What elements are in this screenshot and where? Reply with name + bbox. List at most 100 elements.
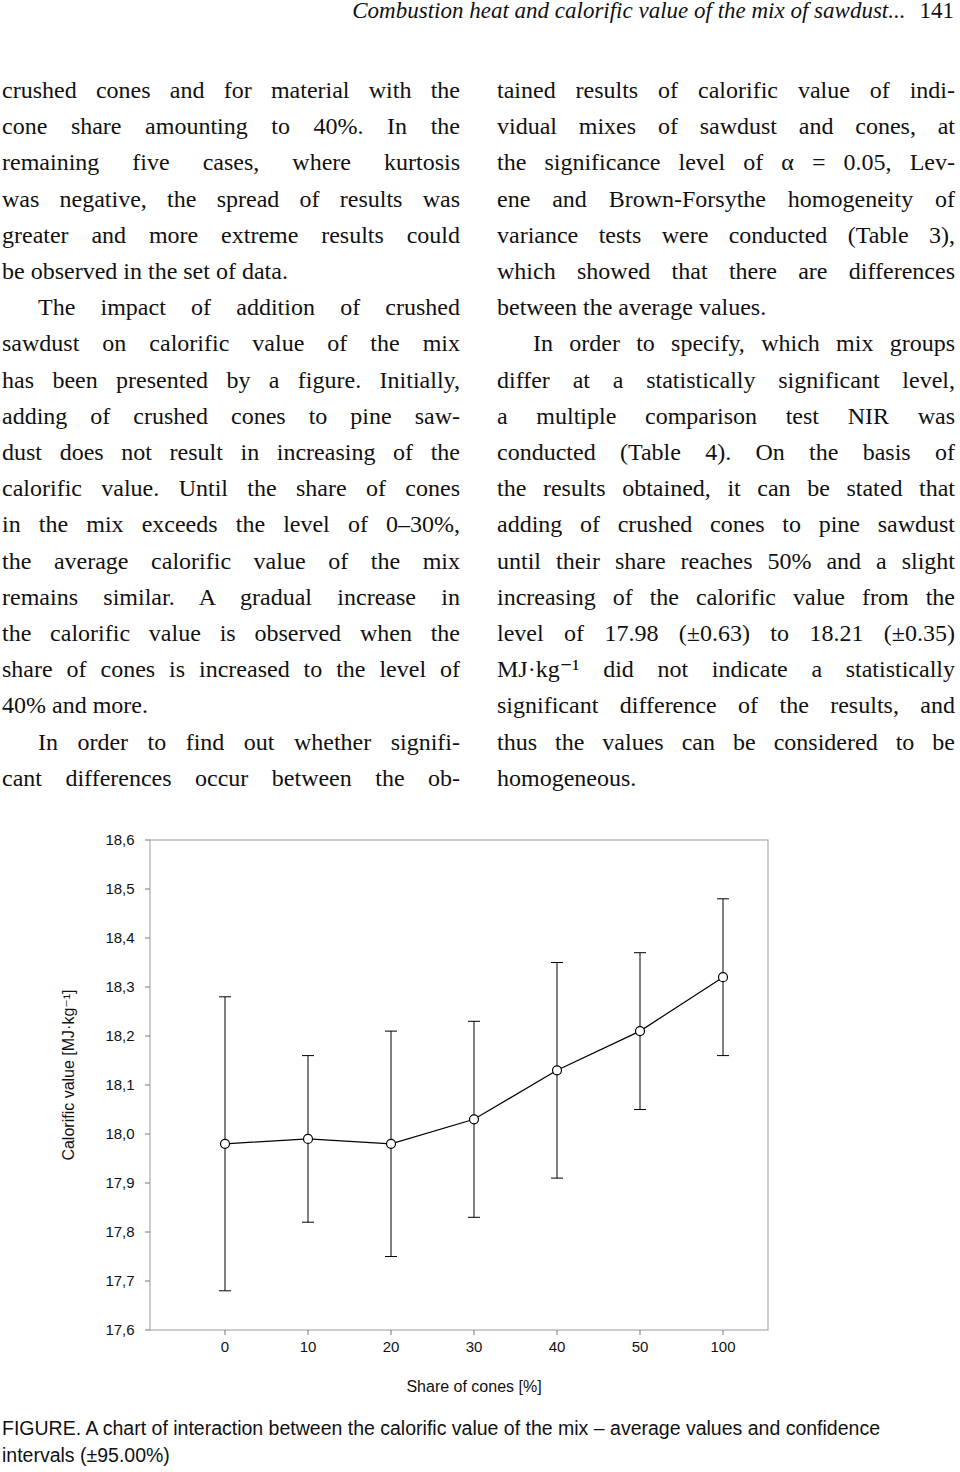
error-cap	[302, 1055, 314, 1056]
text-line: crushed cones and for material with the	[2, 75, 460, 105]
text-line: the results obtained, it can be stated t…	[497, 473, 955, 503]
text-line: be observed in the set of data.	[2, 256, 288, 286]
y-tick-label: 18,5	[105, 880, 134, 897]
error-bar	[302, 1056, 314, 1223]
text-line: adding of crushed cones to pine sawdust	[497, 509, 955, 539]
text-line: In order to find out whether signifi-	[38, 727, 460, 757]
text-line: calorific value. Until the share of cone…	[2, 473, 460, 503]
text-line: adding of crushed cones to pine saw-	[2, 401, 460, 431]
text-line: differ at a statistically significant le…	[497, 365, 955, 395]
text-line: conducted (Table 4). On the basis of	[497, 437, 955, 467]
marker	[636, 1027, 645, 1036]
error-bar	[219, 997, 231, 1291]
x-tick-label: 50	[632, 1338, 649, 1355]
x-tick-label: 10	[300, 1338, 317, 1355]
series-line	[225, 977, 723, 1144]
error-cap	[219, 996, 231, 997]
error-cap	[302, 1222, 314, 1223]
error-cap	[551, 962, 563, 963]
y-tick	[145, 1281, 150, 1282]
error-bar	[551, 963, 563, 1179]
y-tick-label: 18,6	[105, 831, 134, 848]
text-line: was negative, the spread of results was	[2, 184, 460, 214]
y-tick-label: 17,6	[105, 1321, 134, 1338]
error-bar	[634, 953, 646, 1110]
y-tick	[145, 889, 150, 890]
text-line: ene and Brown-Forsythe homogeneity of	[497, 184, 955, 214]
running-title: Combustion heat and calorific value of t…	[352, 0, 905, 24]
plot-frame	[150, 840, 768, 1330]
chart: 17,617,717,817,918,018,118,218,318,418,5…	[0, 0, 960, 1472]
error-cap	[634, 1109, 646, 1110]
text-line: increasing of the calorific value from t…	[497, 582, 955, 612]
error-bar	[468, 1021, 480, 1217]
y-tick-label: 18,1	[105, 1076, 134, 1093]
y-tick	[145, 1085, 150, 1086]
y-tick-label: 18,0	[105, 1125, 134, 1142]
text-line: cant differences occur between the ob-	[2, 763, 460, 793]
x-tick-label: 0	[221, 1338, 229, 1355]
y-tick	[145, 987, 150, 988]
y-tick	[145, 1036, 150, 1037]
marker	[719, 973, 728, 982]
marker	[553, 1066, 562, 1075]
x-tick	[308, 1330, 309, 1335]
text-line: the significance level of α = 0.05, Lev-	[497, 147, 955, 177]
error-bar	[717, 899, 729, 1056]
y-tick	[145, 1330, 150, 1331]
text-line: In order to specify, which mix groups	[533, 328, 955, 358]
text-line: a multiple comparison test NIR was	[497, 401, 955, 431]
text-line: the calorific value is observed when the	[2, 618, 460, 648]
y-tick	[145, 1183, 150, 1184]
plot-marks	[219, 899, 729, 1291]
text-line: cone share amounting to 40%. In the	[2, 111, 460, 141]
text-line: remaining five cases, where kurtosis	[2, 147, 460, 177]
text-line: The impact of addition of crushed	[38, 292, 460, 322]
y-tick	[145, 840, 150, 841]
y-tick-label: 18,4	[105, 929, 134, 946]
text-line: until their share reaches 50% and a slig…	[497, 546, 955, 576]
text-line: sawdust on calorific value of the mix	[2, 328, 460, 358]
x-tick-label: 40	[549, 1338, 566, 1355]
y-tick	[145, 938, 150, 939]
text-line: which showed that there are differences	[497, 256, 955, 286]
x-tick	[474, 1330, 475, 1335]
error-cap	[385, 1256, 397, 1257]
marker	[387, 1139, 396, 1148]
y-axis-title: Calorific value [MJ·kg⁻¹]	[60, 989, 77, 1160]
error-cap	[468, 1217, 480, 1218]
figure-caption: intervals (±95.00%)	[2, 1444, 170, 1467]
x-tick-label: 100	[710, 1338, 735, 1355]
text-line: greater and more extreme results could	[2, 220, 460, 250]
y-tick-label: 18,3	[105, 978, 134, 995]
y-tick	[145, 1134, 150, 1135]
error-cap	[385, 1031, 397, 1032]
x-tick	[557, 1330, 558, 1335]
x-tick	[640, 1330, 641, 1335]
x-tick	[723, 1330, 724, 1335]
y-tick-label: 17,7	[105, 1272, 134, 1289]
text-line: variance tests were conducted (Table 3),	[497, 220, 955, 250]
marker	[470, 1115, 479, 1124]
figure-caption: FIGURE. A chart of interaction between t…	[2, 1417, 880, 1440]
text-line: 40% and more.	[2, 690, 148, 720]
text-line: level of 17.98 (±0.63) to 18.21 (±0.35)	[497, 618, 955, 648]
text-line: thus the values can be considered to be	[497, 727, 955, 757]
text-line: significant difference of the results, a…	[497, 690, 955, 720]
x-tick	[225, 1330, 226, 1335]
text-line: tained results of calorific value of ind…	[497, 75, 955, 105]
text-line: between the average values.	[497, 292, 766, 322]
text-line: in the mix exceeds the level of 0–30%,	[2, 509, 460, 539]
text-line: homogeneous.	[497, 763, 636, 793]
x-tick	[391, 1330, 392, 1335]
error-cap	[219, 1290, 231, 1291]
text-line: the average calorific value of the mix	[2, 546, 460, 576]
x-tick-label: 30	[466, 1338, 483, 1355]
page-number: 141	[920, 0, 955, 24]
x-axis-title: Share of cones [%]	[406, 1378, 541, 1395]
text-line: vidual mixes of sawdust and cones, at	[497, 111, 955, 141]
marker	[221, 1139, 230, 1148]
text-line: has been presented by a figure. Initiall…	[2, 365, 460, 395]
error-bar	[385, 1031, 397, 1256]
y-tick-label: 17,9	[105, 1174, 134, 1191]
